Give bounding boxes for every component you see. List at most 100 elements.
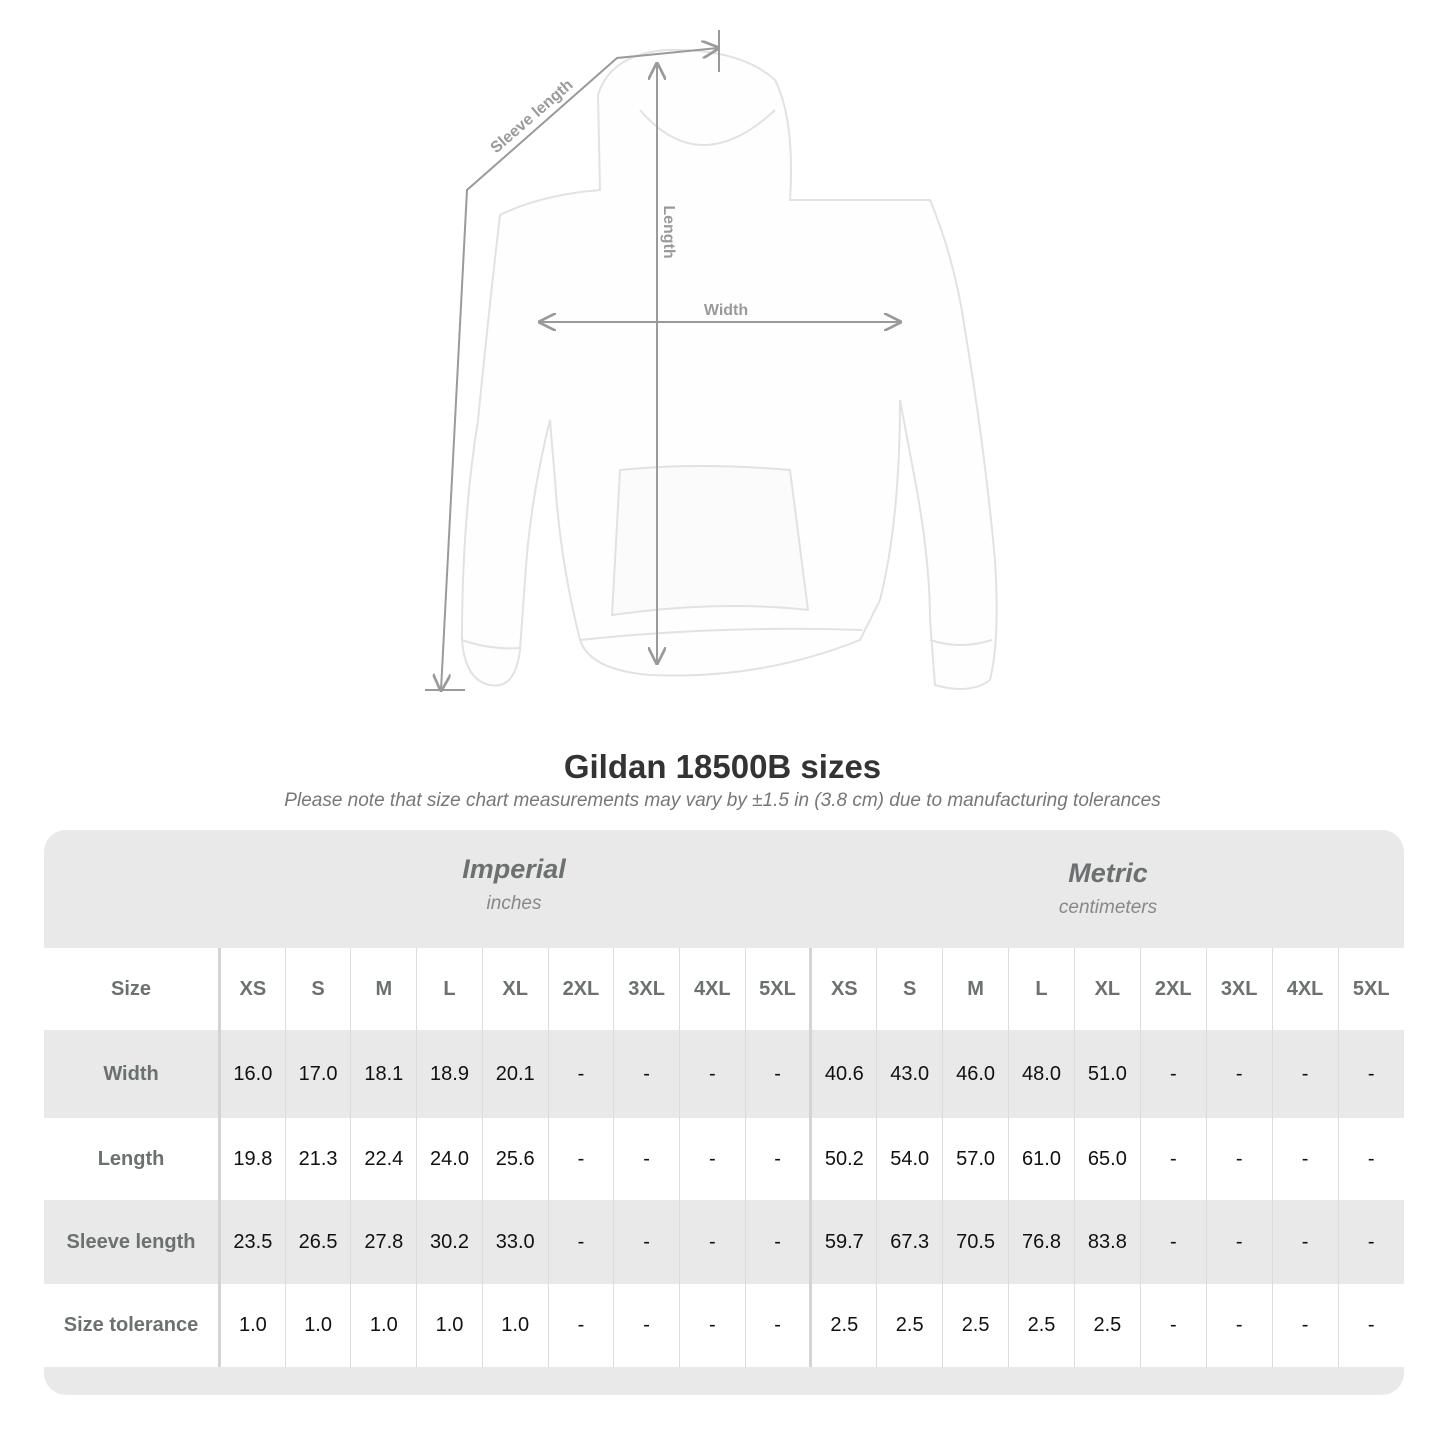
hoodie-diagram: Sleeve length Length Width (425, 30, 998, 720)
imperial-value: 19.8 (219, 1118, 286, 1200)
imperial-value: - (744, 1284, 811, 1367)
metric-value: - (1337, 1118, 1404, 1200)
imperial-value: - (678, 1118, 746, 1200)
width-label: Width (704, 302, 748, 319)
imperial-size-4xl: 4XL (678, 948, 746, 1030)
imperial-size-2xl: 2XL (547, 948, 614, 1030)
metric-value: - (1205, 1030, 1273, 1118)
imperial-value: 1.0 (284, 1284, 351, 1367)
imperial-size-xs: XS (219, 948, 286, 1030)
imperial-value: 33.0 (481, 1200, 549, 1284)
imperial-value: - (547, 1030, 614, 1118)
size-table-card: Imperial inches Metric centimeters Size X… (44, 830, 1404, 1395)
imperial-size-s: S (284, 948, 351, 1030)
imperial-value: - (678, 1284, 746, 1367)
imperial-value: 16.0 (219, 1030, 286, 1118)
metric-value: - (1271, 1030, 1338, 1118)
metric-value: 50.2 (809, 1118, 877, 1200)
metric-value: - (1337, 1200, 1404, 1284)
imperial-value: - (678, 1030, 746, 1118)
metric-size-m: M (942, 948, 1009, 1030)
row-label: Length (44, 1118, 222, 1200)
row-label: Size tolerance (44, 1284, 222, 1367)
tolerance-note: Please note that size chart measurements… (284, 790, 1161, 811)
page-title: Gildan 18500B sizes (563, 748, 882, 785)
imperial-value: 21.3 (284, 1118, 351, 1200)
metric-value: 67.3 (876, 1200, 943, 1284)
metric-size-3xl: 3XL (1205, 948, 1273, 1030)
metric-unit: centimeters (1058, 897, 1158, 918)
table-row: Width 16.0 17.0 18.1 18.9 20.1- - - -40.6 43.0 46.… (44, 1030, 1404, 1118)
size-header-row: Size XS S M L XL 2XL 3XL 4XL 5XL XS S M L XL 2XL 3XL 4XL 5… (44, 948, 1404, 1030)
metric-value: 48.0 (1008, 1030, 1075, 1118)
imperial-value: 17.0 (284, 1030, 351, 1118)
metric-value: 59.7 (809, 1200, 877, 1284)
imperial-title: Imperial (462, 854, 566, 884)
metric-value: 43.0 (876, 1030, 943, 1118)
metric-value: 57.0 (942, 1118, 1009, 1200)
metric-value: 46.0 (942, 1030, 1009, 1118)
metric-value: - (1139, 1030, 1207, 1118)
imperial-value: 22.4 (350, 1118, 417, 1200)
metric-value: 61.0 (1008, 1118, 1075, 1200)
imperial-value: - (744, 1030, 811, 1118)
imperial-value: - (678, 1200, 746, 1284)
imperial-size-xl: XL (481, 948, 549, 1030)
size-header-label: Size (44, 948, 222, 1030)
metric-value: 83.8 (1073, 1200, 1141, 1284)
metric-value: 76.8 (1008, 1200, 1075, 1284)
imperial-value: 1.0 (350, 1284, 417, 1367)
imperial-value: - (613, 1118, 680, 1200)
size-table: Size XS S M L XL 2XL 3XL 4XL 5XL XS S M L XL 2XL 3XL 4XL 5… (44, 948, 1404, 1367)
imperial-value: - (744, 1200, 811, 1284)
imperial-value: 18.1 (350, 1030, 417, 1118)
metric-value: 40.6 (809, 1030, 877, 1118)
imperial-size-5xl: 5XL (744, 948, 811, 1030)
imperial-value: - (547, 1284, 614, 1367)
imperial-value: 27.8 (350, 1200, 417, 1284)
metric-value: 2.5 (942, 1284, 1009, 1367)
imperial-header: Imperial inches (219, 854, 809, 915)
metric-title: Metric (1068, 858, 1148, 888)
metric-value: 2.5 (809, 1284, 877, 1367)
metric-value: 65.0 (1073, 1118, 1141, 1200)
row-label: Sleeve length (44, 1200, 222, 1284)
imperial-value: 26.5 (284, 1200, 351, 1284)
metric-size-4xl: 4XL (1271, 948, 1338, 1030)
imperial-value: - (547, 1118, 614, 1200)
metric-value: - (1271, 1118, 1338, 1200)
metric-size-s: S (876, 948, 943, 1030)
metric-size-l: L (1008, 948, 1075, 1030)
imperial-size-l: L (416, 948, 483, 1030)
metric-value: 2.5 (876, 1284, 943, 1367)
imperial-size-3xl: 3XL (613, 948, 680, 1030)
metric-value: - (1337, 1030, 1404, 1118)
sleeve-length-line (441, 48, 718, 690)
imperial-value: 20.1 (481, 1030, 549, 1118)
metric-size-xl: XL (1073, 948, 1141, 1030)
imperial-value: - (547, 1200, 614, 1284)
imperial-value: 1.0 (416, 1284, 483, 1367)
table-row: Size tolerance 1.0 1.0 1.0 1.0 1.0- - - -2.5 2.5 2… (44, 1284, 1404, 1367)
table-row: Length 19.8 21.3 22.4 24.0 25.6- - - -50.2 54.0 57… (44, 1118, 1404, 1200)
imperial-value: - (744, 1118, 811, 1200)
imperial-value: - (613, 1200, 680, 1284)
imperial-size-m: M (350, 948, 417, 1030)
metric-size-xs: XS (809, 948, 877, 1030)
imperial-value: 1.0 (219, 1284, 286, 1367)
metric-size-2xl: 2XL (1139, 948, 1207, 1030)
metric-value: - (1337, 1284, 1404, 1367)
metric-value: - (1139, 1118, 1207, 1200)
metric-value: 70.5 (942, 1200, 1009, 1284)
imperial-value: 24.0 (416, 1118, 483, 1200)
hoodie-garment (460, 48, 998, 690)
metric-value: 2.5 (1008, 1284, 1075, 1367)
measure-lines (425, 30, 900, 690)
imperial-value: - (613, 1030, 680, 1118)
metric-value: 54.0 (876, 1118, 943, 1200)
metric-header: Metric centimeters (812, 858, 1404, 919)
imperial-value: - (613, 1284, 680, 1367)
metric-value: - (1271, 1200, 1338, 1284)
metric-value: - (1271, 1284, 1338, 1367)
imperial-value: 23.5 (219, 1200, 286, 1284)
